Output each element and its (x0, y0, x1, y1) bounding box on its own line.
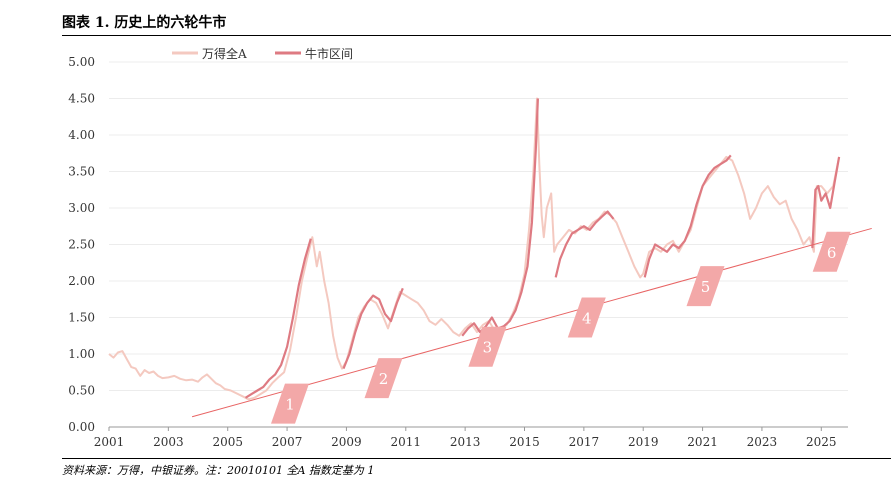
y-tick-label: 3.00 (68, 201, 95, 215)
y-tick-label: 1.50 (68, 311, 95, 325)
series-line-bull-market-5 (643, 154, 732, 278)
x-tick-label: 2005 (212, 435, 243, 449)
y-tick-label: 2.50 (68, 238, 95, 252)
source-note: 资料来源：万得，中银证券。注：20010101 全A 指数定基为 1 (62, 464, 375, 477)
legend-label-wind-all-a: 万得全A (202, 46, 247, 61)
y-tick-label: 4.00 (68, 128, 95, 142)
bull-label-4: 4 (582, 310, 592, 328)
x-tick-label: 2003 (153, 435, 184, 449)
y-tick-label: 1.00 (68, 347, 95, 361)
bull-label-6: 6 (827, 244, 837, 262)
bull-label-3: 3 (483, 339, 493, 357)
bull-label-box-5 (686, 266, 725, 307)
x-tick-label: 2019 (628, 435, 659, 449)
series-line-bull-market-3 (461, 98, 539, 337)
x-tick-label: 2001 (94, 435, 125, 449)
x-tick-label: 2013 (450, 435, 481, 449)
y-axis-ticks: 0.00 0.50 1.00 1.50 2.00 2.50 3.00 3.50 4.00 4.50… (68, 55, 95, 434)
y-tick-label: 0.00 (68, 420, 95, 434)
y-tick-label: 2.00 (68, 274, 95, 288)
series-line-bull-market-2 (342, 287, 404, 370)
bull-label-box-3 (468, 326, 507, 367)
series-line-bull-market-1 (244, 238, 312, 399)
y-tick-label: 3.50 (68, 165, 95, 179)
bull-label-box-4 (567, 297, 606, 338)
x-axis-ticks: 2001 2003 2005 2007 2009 2011 2013 2015 2017 2019… (94, 427, 837, 449)
x-tick-label: 2021 (687, 435, 718, 449)
x-tick-label: 2017 (569, 435, 600, 449)
bull-labels: 1 2 3 4 5 6 (271, 231, 851, 424)
x-tick-label: 2023 (747, 435, 778, 449)
source-rule (62, 458, 891, 459)
x-tick-label: 2011 (391, 435, 422, 449)
bull-label-box-6 (812, 231, 851, 272)
bull-label-1: 1 (285, 396, 295, 414)
x-tick-label: 2025 (806, 435, 837, 449)
bull-label-box-1 (271, 383, 309, 424)
title-rule (62, 35, 891, 36)
series-line-bull-market-6 (811, 156, 841, 249)
legend-label-bull-market: 牛市区间 (305, 46, 353, 61)
bull-label-5: 5 (701, 278, 711, 296)
series-line-bull-market-4 (554, 210, 615, 278)
y-tick-label: 5.00 (68, 55, 95, 69)
y-tick-label: 0.50 (68, 384, 95, 398)
x-tick-label: 2009 (331, 435, 362, 449)
x-tick-label: 2015 (509, 435, 540, 449)
series-group (108, 97, 872, 418)
bull-label-2: 2 (379, 370, 389, 388)
series-line-wind-all-a (108, 97, 841, 401)
x-tick-label: 2007 (272, 435, 303, 449)
y-tick-label: 4.50 (68, 92, 95, 106)
bull-label-box-2 (364, 358, 403, 399)
legend: 万得全A 牛市区间 (172, 46, 353, 61)
figure-title: 图表 1. 历史上的六轮牛市 (62, 15, 227, 31)
